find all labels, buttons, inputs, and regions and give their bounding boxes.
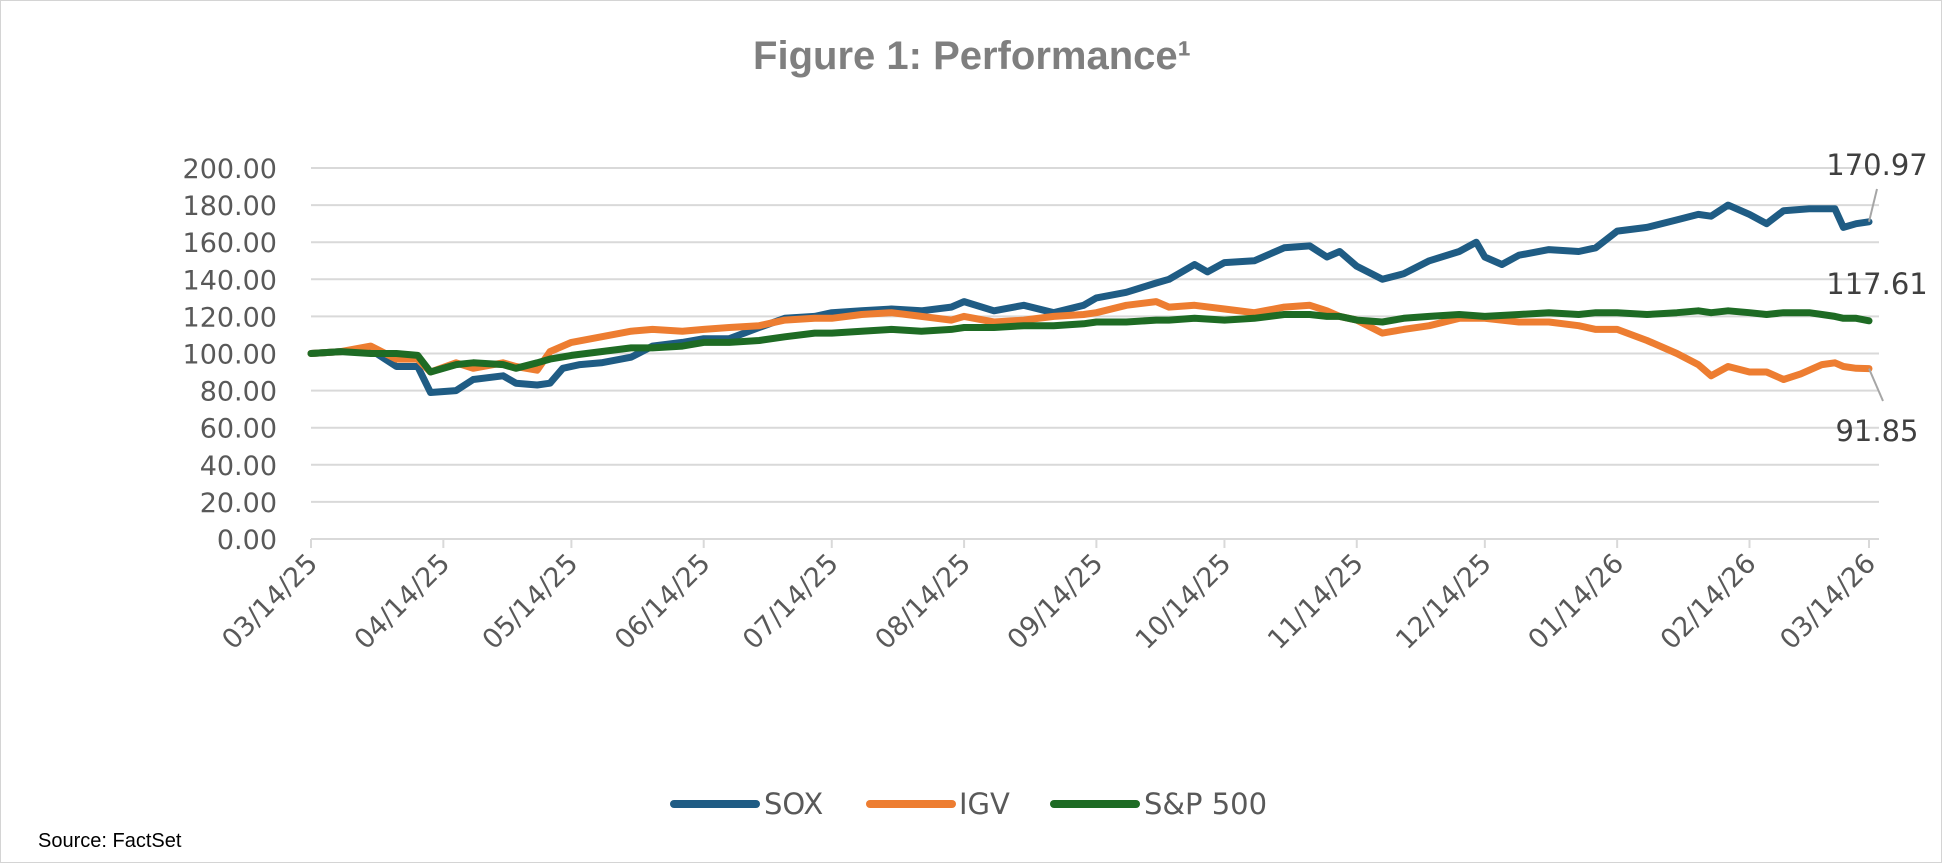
y-tick-label: 40.00 [200, 451, 277, 482]
x-tick-label: 01/14/26 [1522, 548, 1630, 656]
x-tick-label: 03/14/25 [216, 548, 324, 656]
legend: SOX IGV S&P 500 [670, 787, 1267, 821]
y-tick-label: 100.00 [183, 340, 277, 371]
y-tick-label: 140.00 [183, 265, 277, 296]
y-tick-label: 200.00 [183, 154, 277, 185]
x-tick-label: 05/14/25 [477, 548, 585, 656]
y-axis-ticks: 0.00 20.00 40.00 60.00 80.00 100.00 120.00 140.… [183, 154, 277, 556]
annotation-leader [1868, 368, 1884, 402]
series-line-igv [307, 298, 1873, 383]
end-value-label: 117.61 [1826, 267, 1927, 301]
series-lines [307, 201, 1873, 396]
series-line-s-p-500 [307, 307, 1873, 376]
x-tick-label: 12/14/25 [1390, 548, 1498, 656]
chart-title: Figure 1: Performance¹ [753, 34, 1191, 78]
x-tick-label: 04/14/25 [349, 548, 457, 656]
end-value-label: 91.85 [1835, 414, 1918, 448]
x-axis-ticks: 03/14/25 04/14/25 05/14/25 06/14/25 07/14/25… [216, 539, 1882, 656]
x-tick-label: 11/14/25 [1262, 548, 1370, 656]
y-tick-label: 0.00 [217, 525, 277, 556]
x-tick-label: 02/14/26 [1655, 548, 1763, 656]
end-value-label: 170.97 [1826, 148, 1927, 182]
x-tick-label: 08/14/25 [869, 548, 977, 656]
x-tick-label: 10/14/25 [1130, 548, 1238, 656]
y-tick-label: 60.00 [200, 414, 277, 445]
annotation-leader [1868, 188, 1878, 223]
x-tick-label: 07/14/25 [737, 548, 845, 656]
y-tick-label: 20.00 [200, 488, 277, 519]
y-tick-label: 120.00 [183, 302, 277, 333]
end-value-annotations: 170.97 91.85 117.61 [1826, 148, 1927, 448]
y-tick-label: 180.00 [183, 191, 277, 222]
series-line-sox [307, 201, 1873, 396]
legend-label: SOX [764, 787, 823, 821]
x-tick-label: 03/14/26 [1774, 548, 1882, 656]
legend-label: IGV [959, 787, 1010, 821]
y-tick-label: 80.00 [200, 377, 277, 408]
x-tick-label: 09/14/25 [1002, 548, 1110, 656]
x-tick-label: 06/14/25 [609, 548, 717, 656]
y-tick-label: 160.00 [183, 228, 277, 259]
legend-label: S&P 500 [1144, 787, 1267, 821]
source-note: Source: FactSet [38, 830, 182, 852]
